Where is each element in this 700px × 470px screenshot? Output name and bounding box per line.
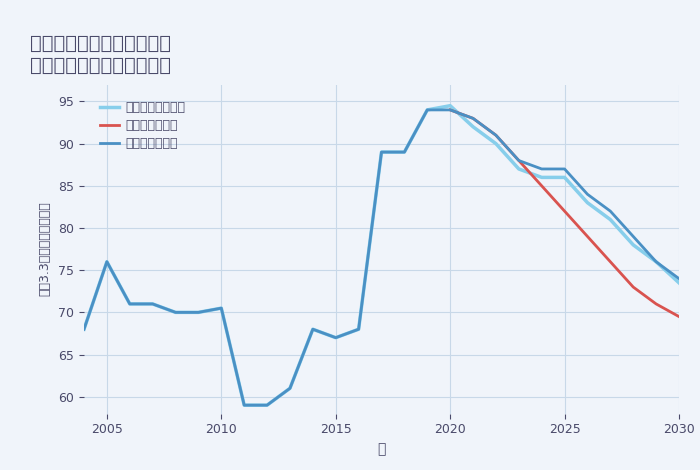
ノーマルシナリオ (423, 107, 431, 113)
バッドシナリオ (606, 259, 615, 265)
グッドシナリオ (148, 301, 157, 307)
グッドシナリオ (514, 158, 523, 164)
ノーマルシナリオ (446, 103, 454, 109)
グッドシナリオ (240, 402, 248, 408)
ノーマルシナリオ (400, 149, 409, 155)
グッドシナリオ (583, 191, 592, 197)
バッドシナリオ (583, 234, 592, 239)
ノーマルシナリオ (80, 327, 88, 332)
グッドシナリオ (194, 310, 202, 315)
ノーマルシナリオ (309, 327, 317, 332)
ノーマルシナリオ (629, 242, 638, 248)
Text: 奈良県生駒郡斑鳩町阿波の
中古マンションの価格推移: 奈良県生駒郡斑鳩町阿波の 中古マンションの価格推移 (31, 34, 172, 75)
バッドシナリオ (675, 314, 683, 320)
グッドシナリオ (354, 327, 363, 332)
グッドシナリオ (286, 385, 294, 391)
Y-axis label: 平（3.3㎡）単価（万円）: 平（3.3㎡）単価（万円） (38, 202, 51, 297)
グッドシナリオ (263, 402, 272, 408)
グッドシナリオ (217, 306, 225, 311)
ノーマルシナリオ (217, 306, 225, 311)
グッドシナリオ (675, 276, 683, 282)
ノーマルシナリオ (332, 335, 340, 340)
グッドシナリオ (446, 107, 454, 113)
X-axis label: 年: 年 (377, 442, 386, 456)
ノーマルシナリオ (172, 310, 180, 315)
グッドシナリオ (423, 107, 431, 113)
グッドシナリオ (400, 149, 409, 155)
Line: ノーマルシナリオ: ノーマルシナリオ (84, 106, 679, 405)
ノーマルシナリオ (491, 141, 500, 147)
グッドシナリオ (377, 149, 386, 155)
バッドシナリオ (652, 301, 660, 307)
ノーマルシナリオ (469, 124, 477, 130)
ノーマルシナリオ (240, 402, 248, 408)
ノーマルシナリオ (194, 310, 202, 315)
ノーマルシナリオ (606, 217, 615, 222)
ノーマルシナリオ (377, 149, 386, 155)
バッドシナリオ (491, 133, 500, 138)
ノーマルシナリオ (652, 259, 660, 265)
グッドシナリオ (491, 133, 500, 138)
バッドシナリオ (561, 208, 569, 214)
バッドシナリオ (469, 116, 477, 121)
グッドシナリオ (103, 259, 111, 265)
Line: グッドシナリオ: グッドシナリオ (84, 110, 679, 405)
Line: バッドシナリオ: バッドシナリオ (450, 110, 679, 317)
グッドシナリオ (538, 166, 546, 172)
ノーマルシナリオ (286, 385, 294, 391)
グッドシナリオ (125, 301, 134, 307)
ノーマルシナリオ (561, 174, 569, 180)
ノーマルシナリオ (103, 259, 111, 265)
ノーマルシナリオ (125, 301, 134, 307)
ノーマルシナリオ (538, 174, 546, 180)
グッドシナリオ (172, 310, 180, 315)
グッドシナリオ (469, 116, 477, 121)
Legend: ノーマルシナリオ, バッドシナリオ, グッドシナリオ: ノーマルシナリオ, バッドシナリオ, グッドシナリオ (96, 97, 189, 154)
バッドシナリオ (446, 107, 454, 113)
グッドシナリオ (629, 234, 638, 239)
グッドシナリオ (309, 327, 317, 332)
グッドシナリオ (80, 327, 88, 332)
ノーマルシナリオ (514, 166, 523, 172)
バッドシナリオ (514, 158, 523, 164)
ノーマルシナリオ (583, 200, 592, 205)
バッドシナリオ (629, 284, 638, 290)
グッドシナリオ (332, 335, 340, 340)
ノーマルシナリオ (148, 301, 157, 307)
バッドシナリオ (538, 183, 546, 188)
ノーマルシナリオ (263, 402, 272, 408)
ノーマルシナリオ (675, 280, 683, 286)
グッドシナリオ (652, 259, 660, 265)
グッドシナリオ (606, 208, 615, 214)
グッドシナリオ (561, 166, 569, 172)
ノーマルシナリオ (354, 327, 363, 332)
